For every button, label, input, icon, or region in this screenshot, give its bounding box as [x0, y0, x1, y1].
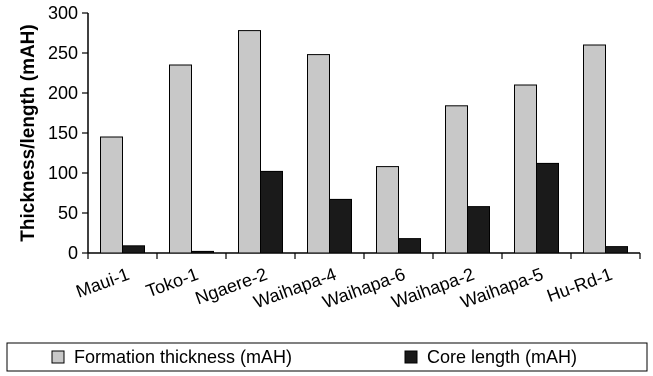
x-tick-label: Toko-1	[143, 264, 201, 301]
bar-formation-thickness	[238, 30, 261, 254]
bar-core-length	[467, 206, 490, 254]
bar-formation-thickness	[169, 64, 192, 254]
y-tick-label: 50	[58, 203, 78, 223]
bar-formation-thickness	[376, 166, 399, 254]
bar-formation-thickness	[514, 84, 537, 254]
legend-label-core: Core length (mAH)	[427, 347, 577, 367]
y-axis-label: Thickness/length (mAH)	[18, 24, 39, 241]
y-tick-label: 100	[48, 163, 78, 183]
y-tick-label: 0	[68, 243, 78, 263]
bar-formation-thickness	[307, 54, 330, 254]
x-tick-label: Hu-Rd-1	[544, 264, 615, 306]
bar-core-length	[260, 170, 283, 254]
legend: Formation thickness (mAH) Core length (mA…	[6, 342, 648, 372]
y-tick-label: 200	[48, 83, 78, 103]
legend-swatch-formation	[51, 350, 65, 364]
bar-core-length	[329, 198, 352, 254]
bar-formation-thickness	[445, 105, 468, 254]
bar-formation-thickness	[100, 136, 123, 254]
bar-core-length	[122, 245, 145, 254]
legend-label-formation: Formation thickness (mAH)	[74, 347, 292, 367]
bar-core-length	[536, 162, 559, 254]
bar-core-length	[605, 246, 628, 254]
bar-formation-thickness	[583, 44, 606, 254]
y-tick-label: 250	[48, 43, 78, 63]
y-tick-label: 300	[48, 3, 78, 23]
bar-core-length	[191, 250, 214, 254]
legend-swatch-core	[404, 350, 418, 364]
legend-box	[6, 342, 648, 372]
x-tick-label: Maui-1	[73, 264, 132, 302]
bar-core-length	[398, 238, 421, 254]
y-tick-label: 150	[48, 123, 78, 143]
